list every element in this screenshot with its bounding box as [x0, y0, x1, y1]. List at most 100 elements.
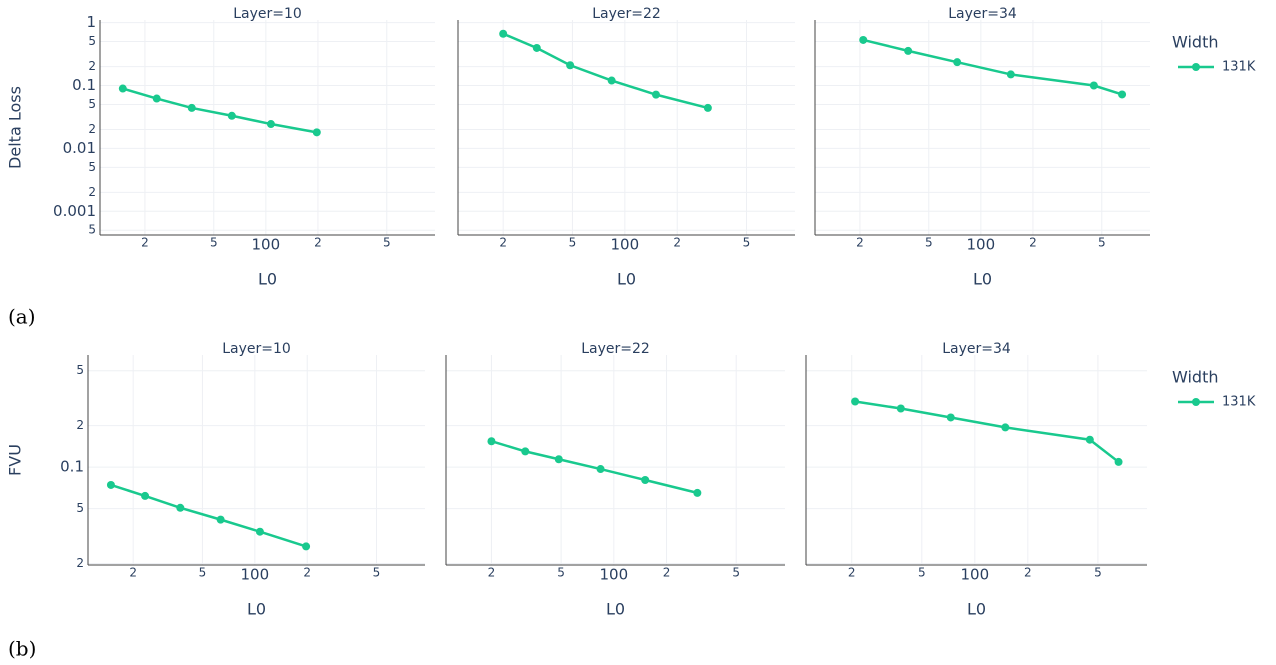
data-point	[946, 413, 955, 422]
panel-label: (b)	[8, 637, 36, 661]
data-point	[141, 491, 150, 500]
y-tick-label: 5	[88, 160, 96, 174]
data-point	[896, 404, 905, 413]
x-tick-label: 5	[557, 566, 565, 580]
series-line	[862, 38, 1123, 96]
x-tick-label: 5	[383, 236, 391, 250]
data-point	[302, 542, 311, 551]
data-point	[499, 29, 508, 38]
x-tick-label: 2	[663, 566, 671, 580]
x-axis-title: L0	[617, 270, 636, 289]
data-point	[1118, 90, 1127, 99]
data-point	[904, 46, 913, 55]
x-tick-label: 2	[848, 566, 856, 580]
data-point	[1006, 70, 1015, 79]
data-point	[521, 447, 530, 456]
y-tick-label: 2	[76, 418, 84, 432]
x-tick-label: 2	[673, 236, 681, 250]
data-point	[1001, 423, 1010, 432]
x-tick-label: 5	[925, 236, 933, 250]
legend-marker	[1192, 63, 1200, 71]
y-tick-label: 5	[76, 363, 84, 377]
data-point	[118, 84, 127, 93]
x-tick-label: 2	[856, 236, 864, 250]
x-tick-label: 100	[611, 236, 640, 254]
x-axis-title: L0	[606, 600, 625, 619]
subplot-title: Layer=22	[592, 6, 661, 22]
x-tick-label: 100	[967, 236, 996, 254]
subplot-title: Layer=34	[948, 6, 1017, 22]
x-tick-label: 5	[1098, 236, 1106, 250]
data-point	[1085, 435, 1094, 444]
x-tick-label: 5	[569, 236, 577, 250]
series-line	[110, 483, 307, 548]
x-tick-label: 2	[129, 566, 137, 580]
legend-label: 131K	[1222, 395, 1256, 410]
legend-marker	[1192, 398, 1200, 406]
y-tick-label: 2	[88, 185, 96, 199]
x-tick-label: 100	[600, 566, 629, 584]
y-tick-label: 2	[88, 59, 96, 73]
y-tick-label: 1	[86, 13, 96, 31]
data-point	[596, 465, 605, 474]
data-point	[1089, 81, 1098, 90]
data-point	[703, 103, 712, 112]
y-tick-label: 5	[76, 501, 84, 515]
y-tick-label: 2	[88, 122, 96, 136]
data-point	[693, 488, 702, 497]
series-line	[502, 32, 709, 110]
data-point	[227, 111, 236, 120]
y-tick-label: 2	[76, 556, 84, 570]
y-tick-label: 5	[88, 97, 96, 111]
y-axis-title: Delta Loss	[6, 86, 25, 169]
data-point	[216, 515, 225, 524]
x-tick-label: 5	[210, 236, 218, 250]
data-point	[312, 128, 321, 137]
series-line	[491, 440, 698, 495]
y-axis-title: FVU	[6, 444, 25, 476]
data-point	[152, 94, 161, 103]
series-line	[854, 400, 1120, 463]
data-point	[953, 58, 962, 67]
x-axis-title: L0	[973, 270, 992, 289]
series-line	[122, 87, 318, 134]
x-tick-label: 2	[1024, 566, 1032, 580]
data-point	[487, 437, 496, 446]
data-point	[266, 120, 275, 129]
panel-label: (a)	[8, 305, 36, 329]
x-axis-title: L0	[258, 270, 277, 289]
x-tick-label: 2	[303, 566, 311, 580]
x-tick-label: 100	[960, 566, 989, 584]
data-point	[106, 480, 115, 489]
x-tick-label: 5	[1094, 566, 1102, 580]
data-point	[1114, 457, 1123, 466]
x-tick-label: 5	[732, 566, 740, 580]
x-tick-label: 5	[199, 566, 207, 580]
subplot-title: Layer=22	[581, 341, 650, 357]
data-point	[255, 527, 264, 536]
x-axis-title: L0	[967, 600, 986, 619]
x-tick-label: 2	[141, 236, 149, 250]
data-point	[532, 43, 541, 52]
legend-title: Width	[1172, 33, 1218, 52]
x-tick-label: 2	[314, 236, 322, 250]
x-axis-title: L0	[247, 600, 266, 619]
data-point	[859, 35, 868, 44]
x-tick-label: 5	[743, 236, 751, 250]
subplot-title: Layer=10	[222, 341, 291, 357]
subplot-title: Layer=34	[942, 341, 1011, 357]
data-point	[651, 90, 660, 99]
y-tick-label: 5	[88, 223, 96, 237]
data-point	[176, 503, 185, 512]
data-point	[641, 476, 650, 485]
x-tick-label: 2	[499, 236, 507, 250]
y-tick-label: 0.1	[72, 76, 96, 94]
x-tick-label: 5	[918, 566, 926, 580]
data-point	[566, 61, 575, 70]
y-tick-label: 0.01	[63, 139, 96, 157]
y-tick-label: 0.001	[53, 202, 96, 220]
data-point	[187, 103, 196, 112]
x-tick-label: 2	[1029, 236, 1037, 250]
subplot-title: Layer=10	[233, 6, 302, 22]
